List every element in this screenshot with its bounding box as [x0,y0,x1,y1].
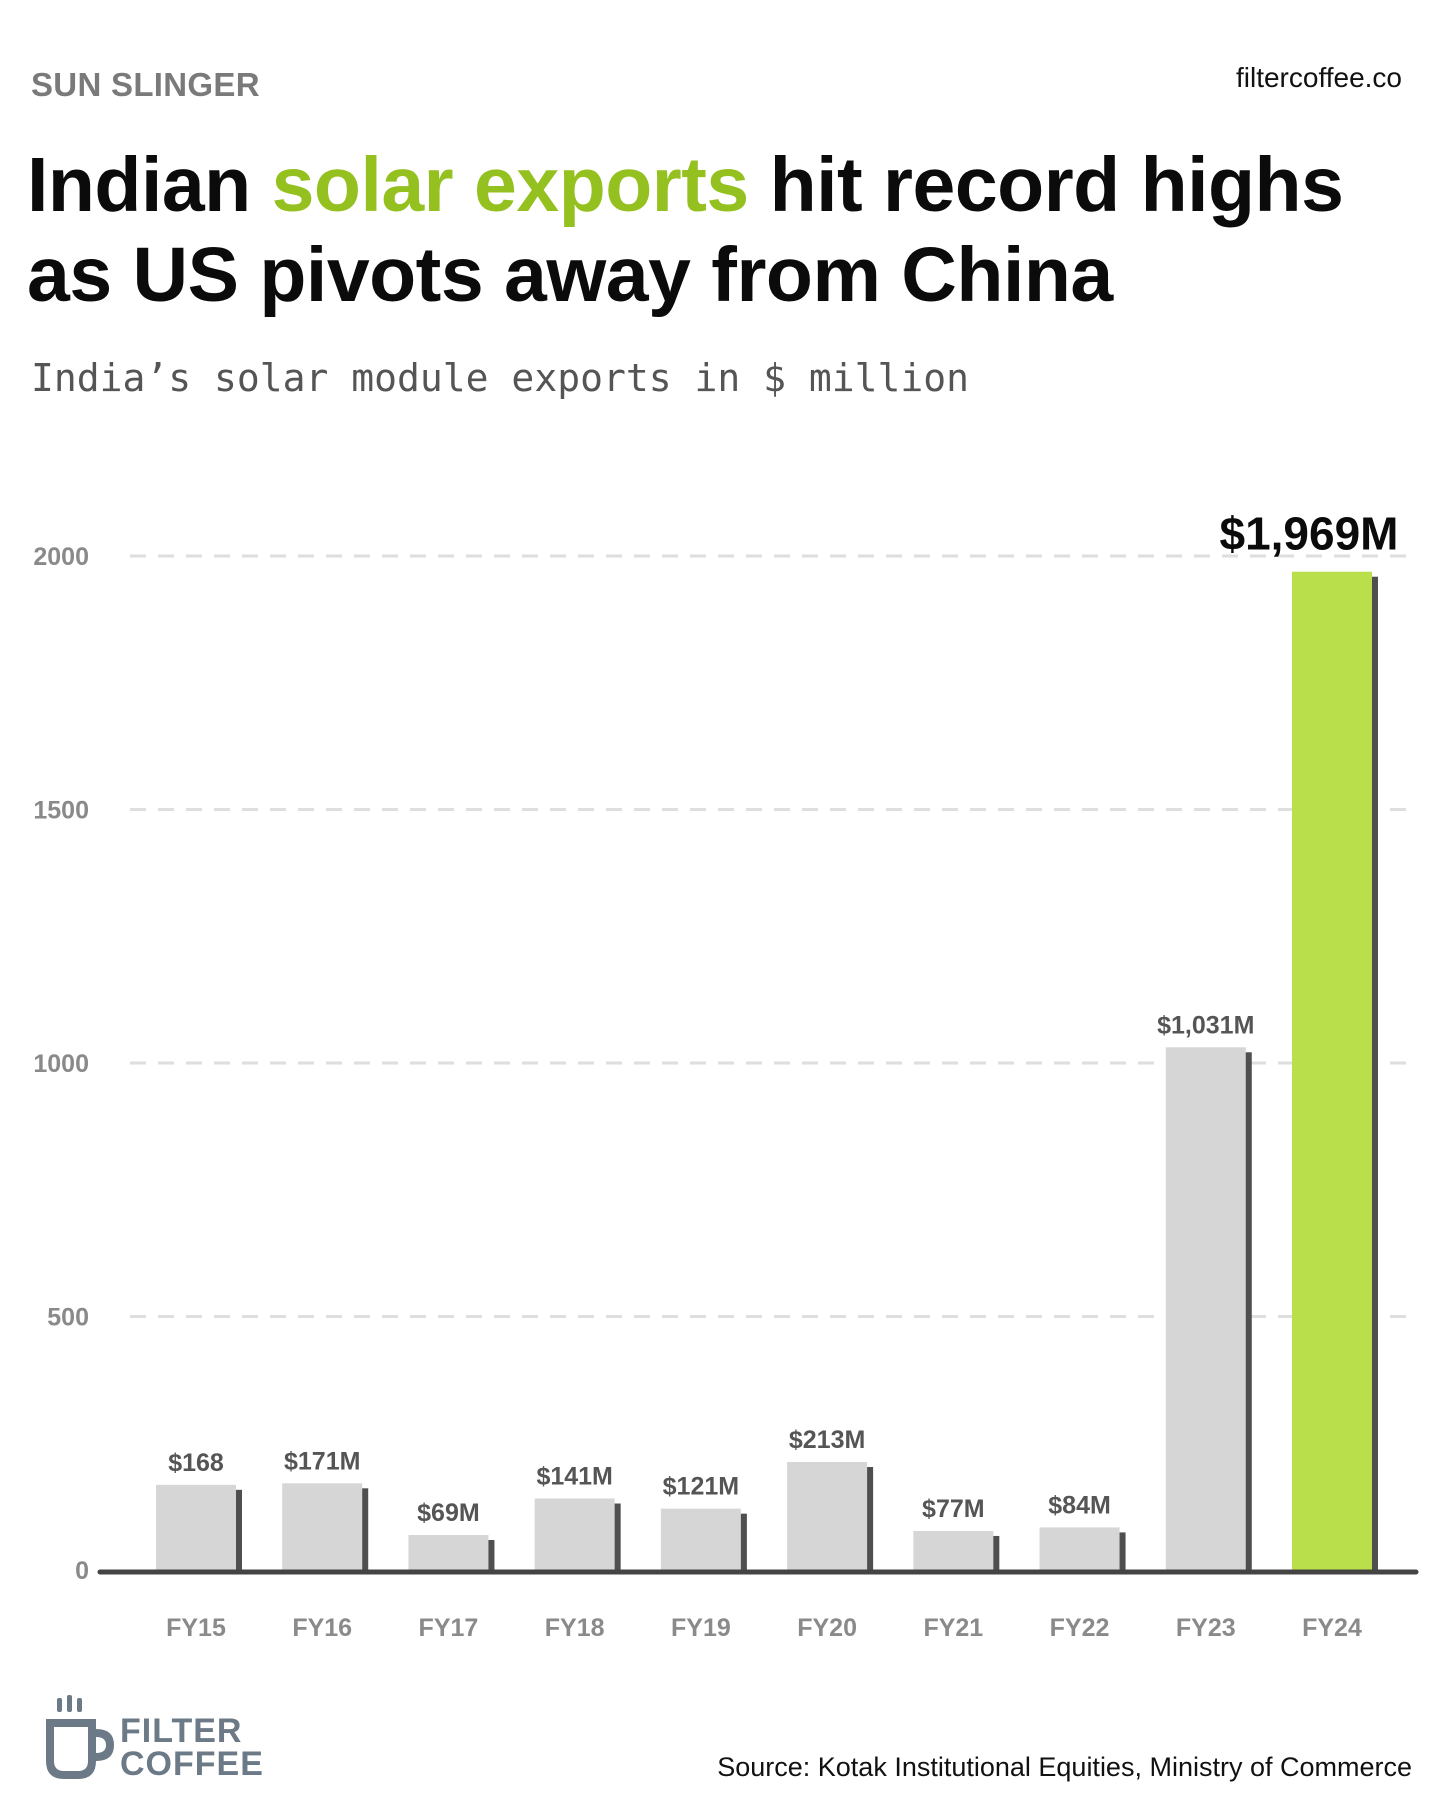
x-tick-label: FY19 [671,1614,731,1642]
x-tick-label: FY17 [419,1614,479,1642]
y-tick-label: 2000 [33,543,89,571]
chart-subtitle: India’s solar module exports in $ millio… [31,356,969,400]
title-part-1: Indian [27,142,272,228]
bar-chart: 0 500 1000 1500 2000 $168 FY15 $171M FY16 $69M FY1… [33,508,1419,1642]
x-tick-label: FY21 [923,1614,983,1642]
bar[interactable] [156,1484,236,1570]
x-tick-label: FY15 [166,1614,226,1642]
y-tick-label: 500 [47,1304,89,1332]
logo-wordmark: FILTER COFFEE [120,1712,264,1783]
bar[interactable] [534,1498,615,1570]
data-label: $121M [663,1473,739,1501]
bar[interactable] [1292,571,1372,1570]
y-tick-label: 1000 [33,1050,89,1078]
y-tick-label: 1500 [33,797,89,825]
x-tick-label: FY22 [1050,1614,1110,1642]
kicker-label: SUN SLINGER [31,66,260,103]
bar[interactable] [1039,1527,1120,1570]
logo-line-2: COFFEE [120,1745,264,1783]
x-tick-label: FY20 [797,1614,857,1642]
data-label: $213M [789,1426,865,1454]
data-label: $168 [168,1449,224,1477]
bar[interactable] [1165,1047,1246,1570]
logo-line-1: FILTER [120,1712,243,1750]
bar[interactable] [787,1462,868,1570]
data-label: $141M [536,1463,612,1491]
y-tick-label: 0 [75,1557,89,1585]
x-tick-label: FY24 [1302,1614,1362,1642]
data-label: $171M [284,1447,360,1475]
site-link[interactable]: filtercoffee.co [1235,62,1402,93]
data-label: $84M [1048,1491,1111,1519]
x-tick-label: FY16 [292,1614,352,1642]
x-tick-label: FY18 [545,1614,605,1642]
source-note: Source: Kotak Institutional Equities, Mi… [717,1752,1412,1782]
bar[interactable] [282,1483,363,1570]
bar[interactable] [408,1535,489,1570]
data-label: $1,969M [1219,508,1398,560]
title-part-2: hit record highs as US pivots away from … [27,142,1344,318]
x-tick-label: FY23 [1176,1614,1236,1642]
data-label: $77M [922,1495,985,1523]
title-accent: solar exports [271,142,750,228]
page-title: Indian solar exports hit record highs as… [27,140,1437,320]
coffee-mug-icon [46,1695,114,1779]
bar[interactable] [913,1530,994,1570]
data-label: $1,031M [1157,1011,1254,1039]
bar[interactable] [660,1508,741,1570]
data-label: $69M [417,1499,480,1527]
